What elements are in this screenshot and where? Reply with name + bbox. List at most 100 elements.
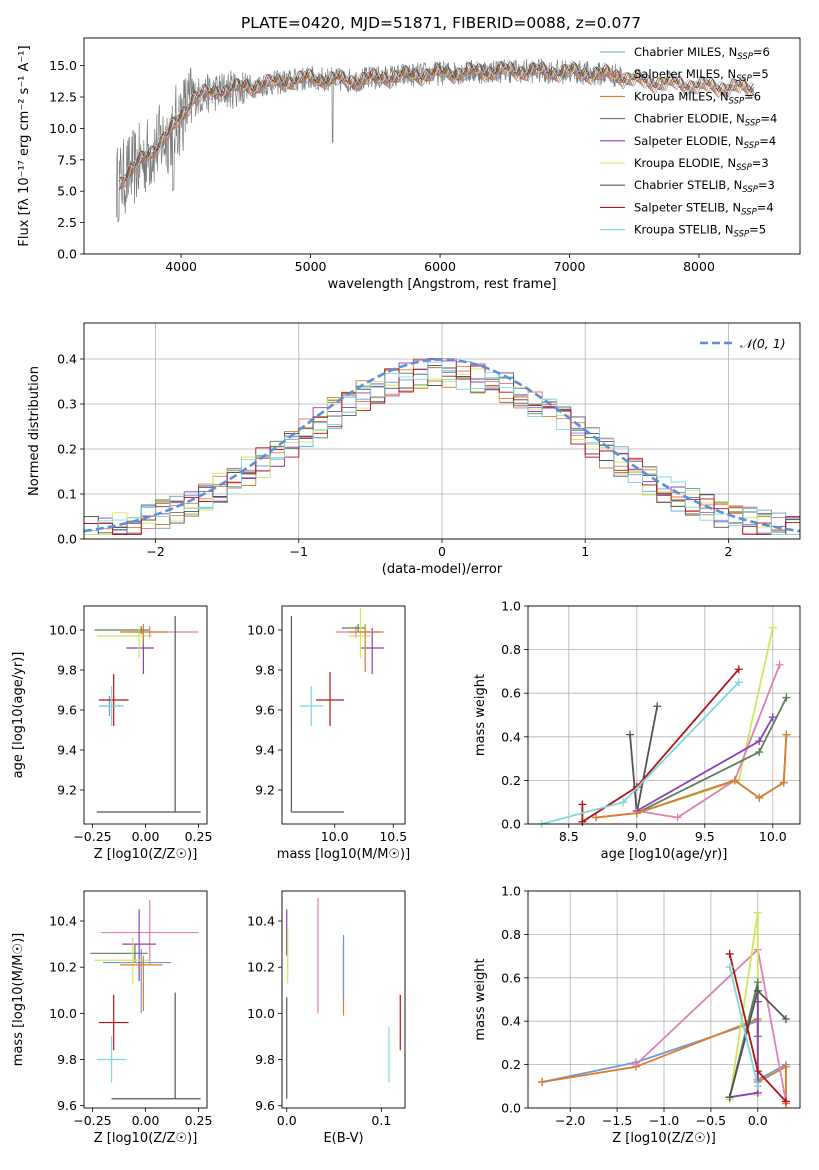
y-tick-label: 9.6	[255, 703, 275, 718]
y-tick-label: 10.0	[247, 623, 275, 638]
plot-area	[116, 58, 755, 223]
weight-marker	[781, 1015, 790, 1024]
weight-marker	[779, 778, 788, 787]
y-tick-label: 0.1	[57, 487, 77, 502]
weight-marker	[734, 678, 743, 687]
weight-marker	[653, 702, 662, 711]
y-tick-label: 9.6	[57, 1098, 77, 1113]
y-tick-label: 5.0	[57, 184, 77, 199]
y-tick-label: 7.5	[57, 152, 77, 167]
y-axis-label: age [log10(age/yr)]	[11, 652, 26, 779]
x-tick-label: 0.25	[185, 829, 213, 844]
y-tick-label: 10.4	[247, 914, 275, 929]
x-axis-label: age [log10(age/yr)]	[601, 847, 728, 862]
weight-marker	[768, 713, 777, 722]
y-tick-label: 0.0	[501, 817, 521, 832]
y-tick-label: 0.4	[57, 352, 77, 367]
axes-frame	[83, 322, 801, 540]
x-tick-label: 0.0	[748, 1113, 768, 1128]
x-tick-label: 0.1	[371, 1113, 391, 1128]
x-tick-label: −1.5	[602, 1113, 632, 1128]
weight-line	[595, 734, 788, 819]
y-tick-label: 10.0	[49, 121, 77, 136]
mass-vs-z-panel: −0.25 0.00 0.25 9.6 9.8 10.0 10.2 10.4 Z [log10(…	[11, 890, 213, 1146]
spectrum-panel: 4000 5000 6000 7000 8000 0.0 2.5 5.0 7.5 10.0 12.5…	[17, 37, 801, 292]
weight-marker	[768, 623, 777, 632]
axes-frame	[281, 890, 406, 1109]
y-tick-label: 10.0	[247, 1006, 275, 1021]
x-tick-label: −0.5	[696, 1113, 726, 1128]
plot-area	[90, 900, 201, 1100]
axes-frame	[83, 37, 801, 255]
figure-title: PLATE=0420, MJD=51871, FIBERID=0088, z=0…	[241, 14, 641, 32]
age-vs-mass-panel: 10.0 10.5 9.2 9.4 9.6 9.8 10.0 mass [log10(M/M☉…	[247, 605, 410, 862]
weight-line	[636, 664, 781, 819]
axes-frame	[83, 890, 208, 1109]
weight-marker	[578, 817, 587, 826]
weight-line	[728, 966, 759, 1087]
y-axis-label: mass weight	[473, 958, 488, 1040]
x-tick-label: −1	[290, 544, 308, 559]
x-tick-label: 9.5	[695, 829, 715, 844]
x-tick-label: 9.0	[627, 829, 647, 844]
weight-marker	[725, 1093, 734, 1102]
y-tick-label: 1.0	[501, 884, 521, 899]
weight-line	[629, 706, 659, 814]
y-tick-label: 0.8	[501, 927, 521, 942]
histogram-step	[84, 361, 800, 535]
y-tick-label: 1.0	[501, 599, 521, 614]
residuals-panel: −2 −1 0 1 2 0.0 0.1 0.2 0.3 0.4 (data-model)/error…	[27, 322, 801, 577]
x-tick-label: 0.0	[277, 1113, 297, 1128]
axes-frame	[527, 890, 801, 1109]
x-tick-label: 0.25	[185, 1113, 213, 1128]
x-tick-label: −0.25	[73, 829, 111, 844]
weight-marker	[631, 1060, 640, 1069]
weight-vs-age-panel: 8.5 9.0 9.5 10.0 0.0 0.2 0.4 0.6 0.8 1.0 age [log1…	[473, 599, 801, 862]
weight-marker	[753, 1082, 762, 1091]
y-tick-label: 0.8	[501, 642, 521, 657]
x-axis-label: wavelength [Angstrom, rest frame]	[328, 277, 557, 292]
histogram-step	[84, 367, 800, 535]
y-tick-label: 0.6	[501, 970, 521, 985]
x-axis-label: Z [log10(Z/Z☉)]	[94, 847, 198, 862]
y-tick-label: 0.0	[501, 1101, 521, 1116]
plot-area	[537, 623, 791, 828]
spectrum-legend: Chabrier MILES, NSSP=6 Salpeter MILES, NS…	[600, 45, 777, 240]
weight-marker	[725, 962, 734, 971]
plot-area	[286, 897, 401, 1099]
x-tick-label: 6000	[424, 259, 456, 274]
axes-frame	[281, 605, 406, 825]
y-tick-label: 15.0	[49, 58, 77, 73]
axes-frame	[527, 605, 801, 825]
legend-label: 𝒩(0, 1)	[740, 336, 786, 351]
spectrum-model-line	[118, 59, 755, 183]
legend-label: Kroupa ELODIE, NSSP=3	[634, 156, 769, 173]
y-tick-label: 9.8	[255, 663, 275, 678]
weight-marker	[782, 730, 791, 739]
plot-area	[83, 357, 801, 535]
spectrum-model-line	[118, 62, 755, 188]
y-tick-label: 10.2	[247, 960, 275, 975]
y-tick-label: 0.0	[57, 532, 77, 547]
y-tick-label: 9.8	[57, 1052, 77, 1067]
y-tick-label: 0.4	[501, 729, 521, 744]
x-tick-label: 7000	[554, 259, 586, 274]
plot-area	[94, 616, 201, 813]
mass-vs-ebv-panel: 0.0 0.1 9.6 9.8 10.0 10.2 10.4 E(B-V)	[247, 890, 406, 1146]
x-tick-label: 0.00	[132, 829, 160, 844]
y-tick-label: 9.2	[57, 783, 77, 798]
y-tick-label: 2.5	[57, 215, 77, 230]
weight-marker	[755, 793, 764, 802]
x-axis-label: E(B-V)	[323, 1131, 363, 1146]
legend-label: Kroupa MILES, NSSP=6	[634, 89, 761, 106]
weight-marker	[673, 813, 682, 822]
y-axis-label: Flux [fλ 10⁻¹⁷ erg cm⁻² s⁻¹ A⁻¹]	[17, 45, 32, 246]
y-tick-label: 9.6	[57, 703, 77, 718]
x-tick-label: 8.5	[559, 829, 579, 844]
weight-marker	[775, 660, 784, 669]
spectrum-model-line	[118, 63, 755, 190]
weight-marker	[725, 949, 734, 958]
weight-marker	[730, 776, 739, 785]
spectrum-model-line	[118, 66, 754, 189]
y-tick-label: 10.2	[49, 960, 77, 975]
